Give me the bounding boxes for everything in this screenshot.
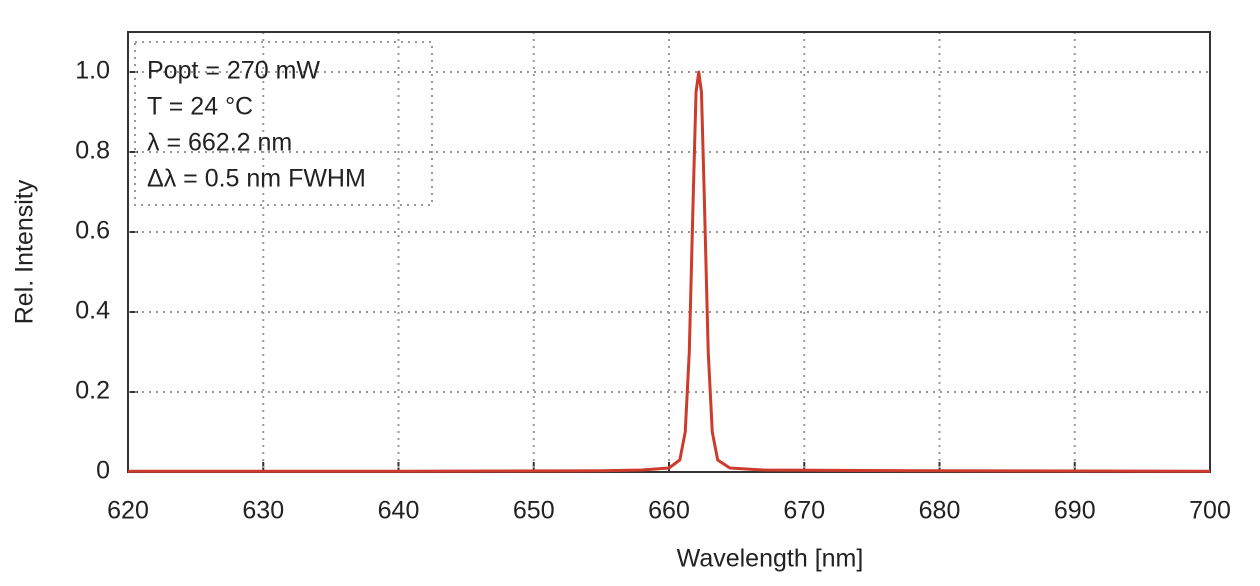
annotation-box	[134, 41, 433, 206]
y-tick-label: 0	[96, 457, 110, 485]
x-tick-label: 690	[1054, 497, 1096, 525]
x-tick-label: 630	[242, 497, 284, 525]
x-tick-label: 670	[783, 497, 825, 525]
annotation: λ = 662.2 nm	[147, 129, 292, 157]
y-axis-label: Rel. Intensity	[11, 179, 39, 324]
x-tick-label: 660	[648, 497, 690, 525]
annotation: T = 24 °C	[147, 93, 253, 121]
annotation: Popt = 270 mW	[147, 57, 320, 85]
y-tick-label: 0.4	[75, 297, 110, 325]
x-tick-label: 640	[378, 497, 420, 525]
plot-frame	[127, 31, 1211, 473]
annotation: Δλ = 0.5 nm FWHM	[147, 165, 366, 193]
y-tick-label: 1.0	[75, 57, 110, 85]
x-tick-label: 680	[919, 497, 961, 525]
x-axis-label: Wavelength [nm]	[677, 545, 864, 573]
y-tick-label: 0.8	[75, 137, 110, 165]
spectrum-line	[128, 70, 1211, 473]
x-tick-label: 650	[513, 497, 555, 525]
x-tick-label: 620	[107, 497, 149, 525]
x-tick-label: 700	[1189, 497, 1231, 525]
y-tick-label: 0.2	[75, 377, 110, 405]
y-tick-label: 0.6	[75, 217, 110, 245]
